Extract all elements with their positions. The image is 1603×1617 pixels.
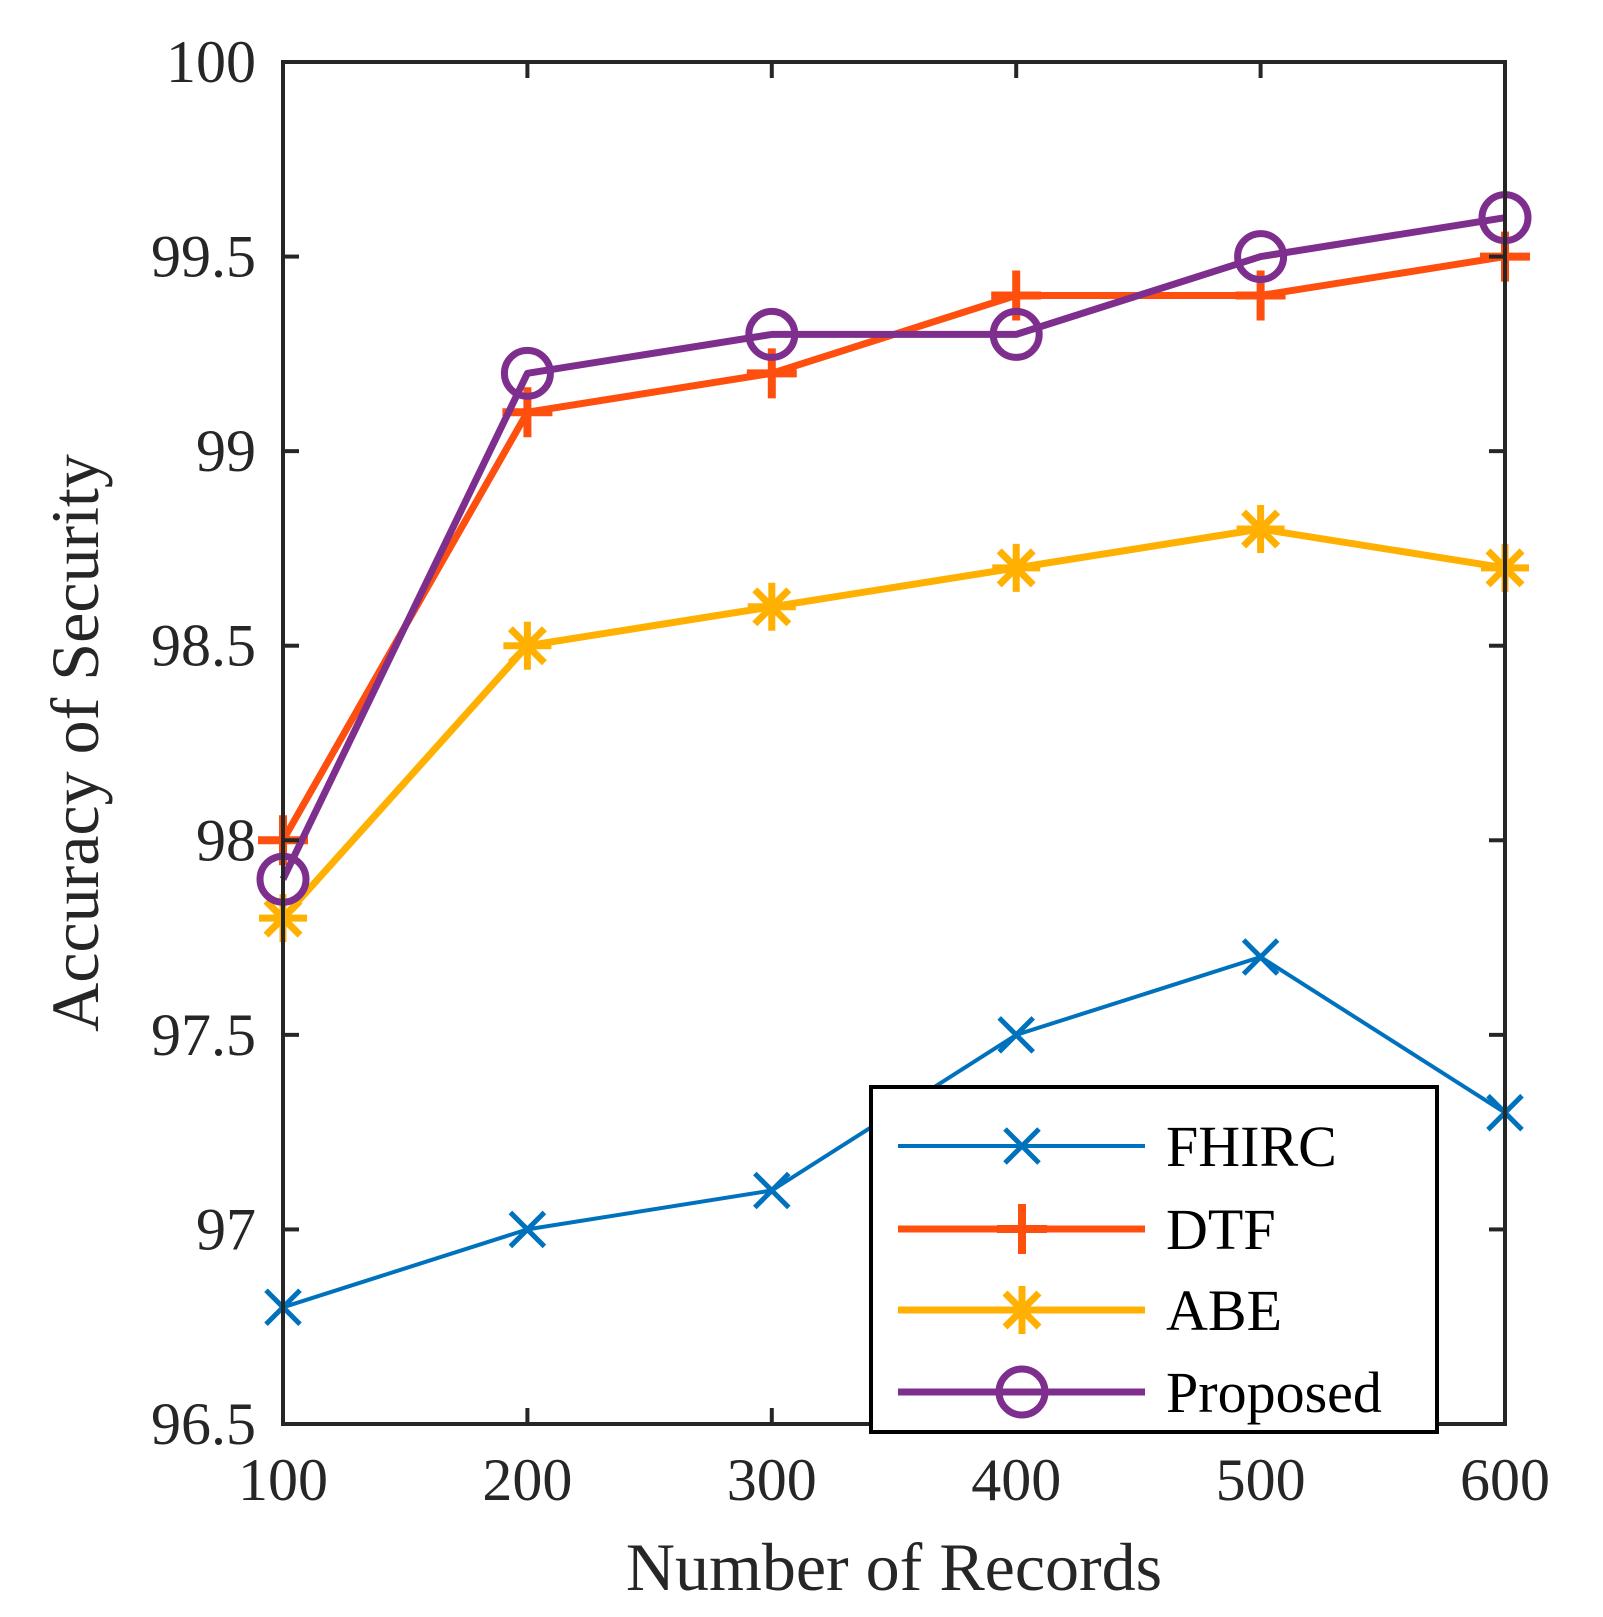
y-tick-label-96.5: 96.5	[151, 1391, 256, 1457]
data-point-abe-300	[747, 582, 796, 631]
x-tick-label-500: 500	[1216, 1447, 1306, 1513]
data-point-fhirc-200	[508, 1210, 547, 1249]
legend-entry-abe: ABE	[898, 1278, 1282, 1343]
y-tick-label-99.5: 99.5	[151, 224, 256, 290]
series-line-proposed	[279, 214, 1506, 881]
data-point-proposed-300	[745, 307, 799, 361]
legend-marker-abe	[998, 1286, 1046, 1334]
y-tick-label-98.5: 98.5	[151, 613, 256, 679]
x-tick-label-100: 100	[238, 1447, 328, 1513]
x-axis-title: Number of Records	[626, 1529, 1162, 1605]
data-point-abe-400	[992, 543, 1041, 592]
y-tick-label-98: 98	[196, 807, 256, 873]
legend-label-abe: ABE	[1166, 1278, 1282, 1343]
data-point-fhirc-500	[1241, 938, 1280, 976]
legend-entry-proposed: Proposed	[898, 1360, 1382, 1425]
data-point-proposed-500	[1234, 230, 1288, 284]
legend-entry-fhirc: FHIRC	[898, 1114, 1337, 1179]
legend: FHIRC DTF ABE Proposed	[869, 1085, 1439, 1434]
y-axis-title: Accuracy of Security	[37, 454, 113, 1032]
legend-entry-dtf: DTF	[898, 1197, 1276, 1262]
x-tick-label-200: 200	[482, 1447, 572, 1513]
y-tick-label-100: 100	[166, 29, 256, 95]
data-point-fhirc-300	[753, 1171, 791, 1210]
series-line-abe	[280, 525, 1506, 921]
legend-label-dtf: DTF	[1166, 1197, 1276, 1262]
x-tick-label-400: 400	[971, 1447, 1061, 1513]
data-point-proposed-400	[989, 307, 1043, 361]
x-tick-label-600: 600	[1460, 1447, 1550, 1513]
y-tick-label-97.5: 97.5	[151, 1002, 256, 1068]
legend-label-proposed: Proposed	[1166, 1360, 1382, 1425]
ticks-layer: 100 200 300 400 500 600 96.5 97 97.5 98 98.5 99 99.5…	[151, 29, 1550, 1513]
data-point-proposed-200	[500, 346, 554, 400]
x-tick-label-300: 300	[727, 1447, 817, 1513]
data-point-abe-500	[1236, 504, 1285, 553]
legend-label-fhirc: FHIRC	[1166, 1114, 1337, 1179]
data-point-fhirc-400	[997, 1016, 1035, 1054]
y-tick-label-97: 97	[196, 1196, 256, 1262]
data-point-abe-200	[503, 621, 552, 670]
legend-marker-dtf	[997, 1204, 1047, 1254]
legend-marker-fhirc	[1003, 1127, 1041, 1165]
y-tick-label-99: 99	[196, 418, 256, 484]
legend-marker-proposed	[995, 1365, 1049, 1419]
